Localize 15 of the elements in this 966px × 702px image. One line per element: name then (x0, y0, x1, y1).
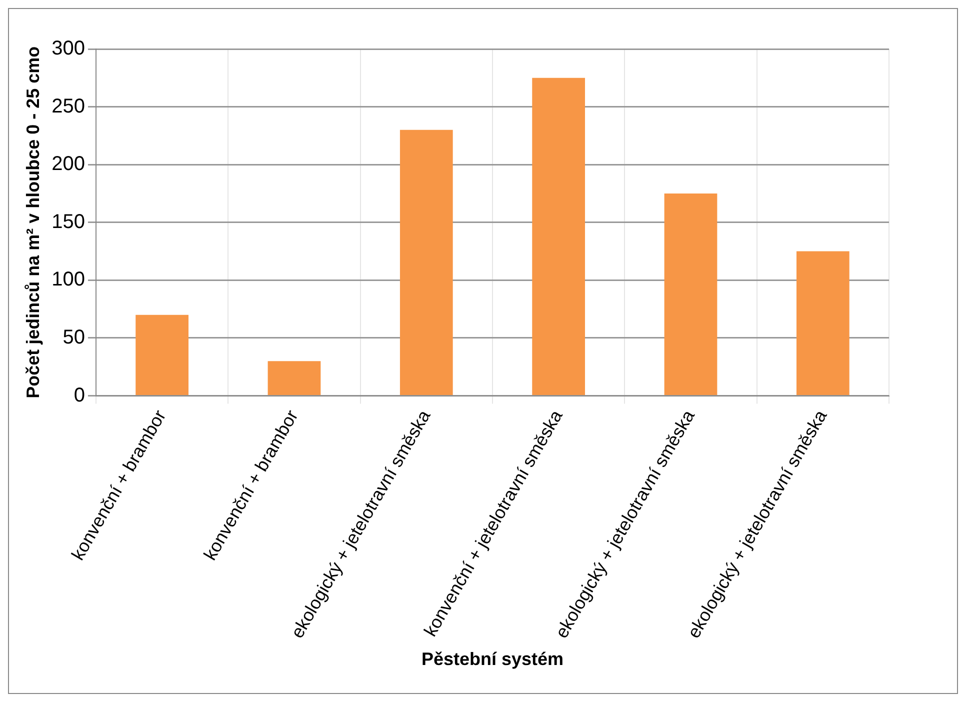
y-tick-label: 50 (62, 326, 85, 348)
y-axis-title: Počet jedinců na m² v hloubce 0 - 25 cmo (22, 46, 43, 398)
y-tick-label: 250 (52, 95, 85, 118)
bar (136, 314, 188, 396)
y-tick-label: 300 (52, 38, 85, 60)
bar (268, 361, 321, 396)
x-axis-title: Pěstební systém (421, 649, 564, 670)
bar (796, 251, 850, 396)
y-tick-label: 100 (52, 268, 85, 291)
y-tick-label: 200 (52, 153, 85, 176)
bar (532, 78, 586, 396)
y-tick-label: 0 (74, 384, 85, 406)
bar (664, 193, 718, 396)
y-tick-label: 150 (52, 210, 85, 233)
bar (400, 130, 453, 396)
